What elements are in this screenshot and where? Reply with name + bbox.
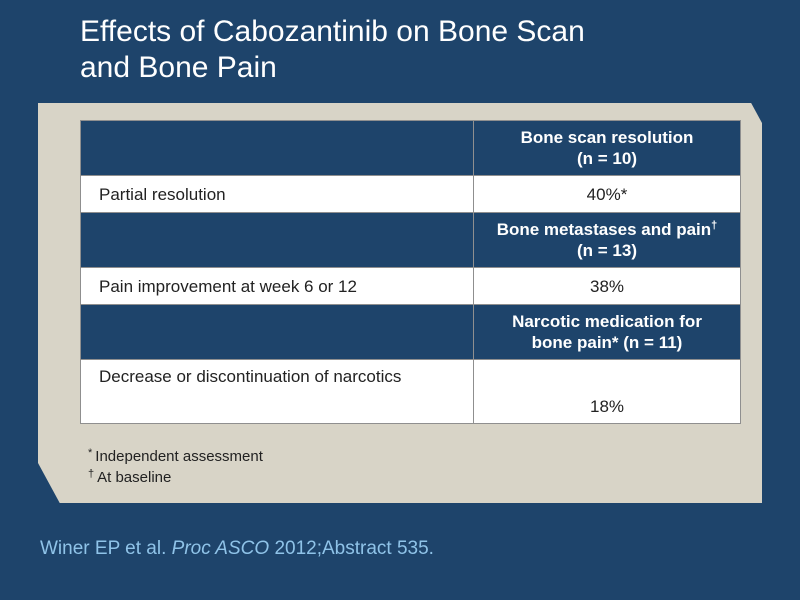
citation-authors: Winer EP et al.	[40, 538, 167, 559]
header-text: Bone metastases and pain	[496, 220, 712, 239]
table-row: Pain improvement at week 6 or 12 38%	[80, 267, 741, 305]
table-row: Decrease or discontinuation of narcotics…	[80, 359, 741, 424]
header-cell-narcotic: Narcotic medication for bone pain* (n = …	[473, 304, 741, 360]
row-value: 18%	[473, 359, 741, 424]
citation-details: 2012;Abstract 535.	[274, 538, 434, 559]
header-line: Bone metastases and pain†	[478, 219, 736, 240]
footnotes: * Independent assessment † At baseline	[88, 446, 263, 488]
table-header-row: Bone metastases and pain† (n = 13)	[80, 212, 741, 268]
footnote-text: Independent assessment	[95, 448, 263, 465]
dagger-mark: †	[711, 219, 718, 232]
header-line: (n = 13)	[577, 241, 637, 260]
row-value: 38%	[473, 267, 741, 305]
row-label: Partial resolution	[80, 175, 474, 213]
header-line: bone pain* (n = 11)	[531, 333, 683, 352]
title-line-1: Effects of Cabozantinib on Bone Scan	[80, 15, 585, 48]
row-value: 40%*	[473, 175, 741, 213]
table-row: Partial resolution 40%*	[80, 175, 741, 213]
header-label-cell	[80, 304, 474, 360]
table-header-row: Narcotic medication for bone pain* (n = …	[80, 304, 741, 360]
header-line: Narcotic medication for	[512, 312, 702, 331]
footnote-text: At baseline	[97, 469, 172, 486]
header-label-cell	[80, 120, 474, 176]
title-line-2: and Bone Pain	[80, 51, 277, 84]
footnote: † At baseline	[88, 467, 263, 488]
header-line: (n = 10)	[577, 149, 637, 168]
header-line: Bone scan resolution	[520, 128, 694, 147]
header-cell-bone-metastases: Bone metastases and pain† (n = 13)	[473, 212, 741, 268]
header-label-cell	[80, 212, 474, 268]
footnote-mark: *	[88, 447, 93, 459]
row-label: Pain improvement at week 6 or 12	[80, 267, 474, 305]
row-label: Decrease or discontinuation of narcotics	[80, 359, 474, 424]
slide-title: Effects of Cabozantinib on Bone Scan and…	[80, 14, 720, 86]
results-table: Bone scan resolution (n = 10) Partial re…	[80, 120, 741, 424]
table-header-row: Bone scan resolution (n = 10)	[80, 120, 741, 176]
header-cell-bone-scan: Bone scan resolution (n = 10)	[473, 120, 741, 176]
footnote: * Independent assessment	[88, 446, 263, 467]
citation-journal: Proc ASCO	[171, 538, 270, 559]
citation: Winer EP et al. Proc ASCO 2012;Abstract …	[40, 538, 434, 560]
footnote-mark: †	[88, 468, 95, 480]
